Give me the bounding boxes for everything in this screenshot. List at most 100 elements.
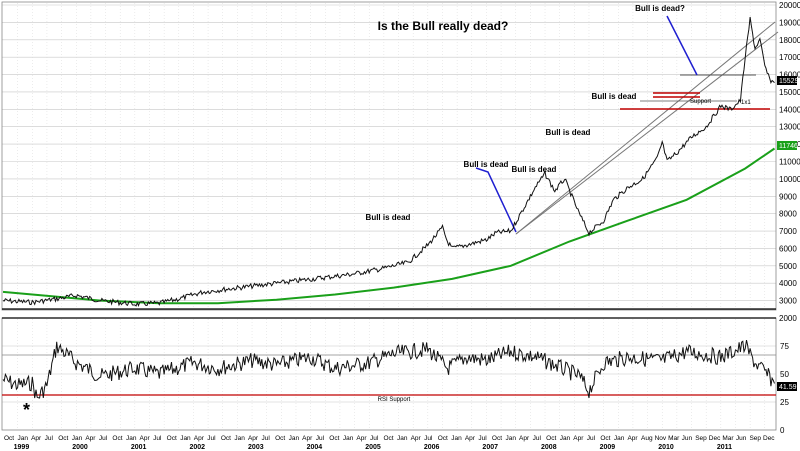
x-tick-label: Jan — [560, 435, 571, 442]
rsi-axis-ticks: 0 25 50 75 — [780, 342, 789, 435]
x-tick-label: Dec — [763, 435, 775, 442]
x-tick-label: Oct — [600, 435, 610, 442]
year-label: 2011 — [717, 444, 732, 451]
rsi-support-label: RSI Support — [378, 397, 411, 403]
annotation-bull-2010b: Bull is dead — [592, 92, 637, 101]
x-tick-label: Apr — [140, 435, 151, 442]
trendlines — [475, 15, 779, 235]
year-label: 2005 — [365, 444, 381, 451]
x-tick-label: Jan — [289, 435, 300, 442]
x-tick-label: Jan — [343, 435, 354, 442]
x-tick-label: Mar — [668, 435, 680, 442]
rsi-tick-label: 75 — [780, 342, 789, 351]
price-tick-label: 16000 — [779, 71, 800, 80]
year-label: 2007 — [482, 444, 498, 451]
price-tick-label: 17000 — [779, 53, 800, 62]
price-tick-label: 7000 — [779, 227, 797, 236]
annotation-bull-2008b: Bull is dead — [512, 165, 557, 174]
year-label: 2010 — [658, 444, 674, 451]
trendline-1x1 — [515, 21, 776, 235]
x-tick-label: Jul — [533, 435, 542, 442]
x-tick-label: Apr — [573, 435, 584, 442]
price-tick-label: 8000 — [779, 210, 797, 219]
annotation-1x1: 1x1 — [741, 100, 751, 106]
x-tick-label: Jul — [587, 435, 596, 442]
x-tick-label: Apr — [248, 435, 259, 442]
x-tick-label: Apr — [465, 435, 476, 442]
year-label: 2001 — [131, 444, 147, 451]
x-tick-label: Jul — [370, 435, 379, 442]
x-tick-label: Apr — [519, 435, 530, 442]
x-tick-label: Jun — [736, 435, 747, 442]
price-tick-label: 3000 — [779, 297, 797, 306]
price-tick-label: 6000 — [779, 244, 797, 253]
x-tick-label: Jul — [262, 435, 271, 442]
rsi-value-label: 41.59 — [779, 384, 797, 391]
annotation-support: Support — [690, 99, 711, 105]
x-tick-label: Jan — [451, 435, 462, 442]
price-tick-label: 4000 — [779, 279, 797, 288]
annotation-bull-2006: Bull is dead — [366, 213, 411, 222]
x-tick-label: Jul — [153, 435, 162, 442]
year-label: 2008 — [541, 444, 557, 451]
x-tick-label: Jan — [397, 435, 408, 442]
chart-title: Is the Bull really dead? — [378, 19, 509, 33]
year-label: 1999 — [14, 444, 30, 451]
annotation-bull-2010a: Bull is dead — [546, 128, 591, 137]
x-tick-label: Apr — [85, 435, 96, 442]
blue-drop-2008 — [475, 167, 517, 233]
last-price-badge — [777, 76, 797, 85]
price-panel-frame — [1, 1, 777, 311]
x-tick-label: Oct — [329, 435, 339, 442]
x-tick-label: Jan — [18, 435, 29, 442]
x-tick-label: Jan — [72, 435, 83, 442]
x-tick-label: Sep — [749, 435, 761, 442]
trendline-2 — [515, 31, 779, 235]
x-tick-label: Apr — [31, 435, 42, 442]
ma-value-label: 11746 — [779, 143, 798, 150]
rsi-tick-label: 25 — [780, 398, 789, 407]
x-tick-label: Oct — [167, 435, 177, 442]
x-tick-label: Oct — [275, 435, 285, 442]
x-tick-label: Oct — [221, 435, 231, 442]
price-tick-label: 18000 — [779, 36, 800, 45]
x-tick-label: Jul — [99, 435, 108, 442]
x-tick-label: Oct — [546, 435, 556, 442]
x-tick-label: Apr — [411, 435, 422, 442]
x-tick-label: Apr — [356, 435, 367, 442]
x-tick-label: Jul — [478, 435, 487, 442]
year-label: 2009 — [600, 444, 616, 451]
price-tick-label: 2000 — [779, 314, 797, 323]
price-tick-label: 13000 — [779, 123, 800, 132]
year-label: 2003 — [248, 444, 264, 451]
x-tick-label: Apr — [627, 435, 638, 442]
x-tick-label: Nov — [655, 435, 667, 442]
x-tick-label: Jan — [180, 435, 191, 442]
price-tick-label: 14000 — [779, 105, 800, 114]
x-tick-label: Oct — [58, 435, 68, 442]
x-tick-label: Apr — [194, 435, 205, 442]
rsi-tick-label: 0 — [780, 426, 785, 435]
x-tick-label: Apr — [302, 435, 313, 442]
x-tick-label: Jun — [682, 435, 693, 442]
x-tick-label: Jul — [316, 435, 325, 442]
year-label: 2004 — [307, 444, 323, 451]
x-tick-label: Jul — [45, 435, 54, 442]
price-tick-label: 9000 — [779, 192, 797, 201]
x-tick-label: Jan — [614, 435, 625, 442]
x-tick-label: Oct — [438, 435, 448, 442]
x-tick-label: Mar — [722, 435, 734, 442]
price-tick-label: 20000 — [779, 1, 800, 10]
x-tick-label: Oct — [492, 435, 502, 442]
x-tick-label: Oct — [384, 435, 394, 442]
x-tick-label: Jan — [126, 435, 137, 442]
rsi-tick-label: 50 — [780, 370, 789, 379]
blue-drop-2011 — [666, 15, 698, 76]
price-line — [2, 16, 775, 307]
x-axis-ticks: Oct Jan Apr Jul Oct Jan Apr Jul Oct Jan Apr Jul Oct J… — [4, 435, 775, 442]
x-tick-label: Jul — [424, 435, 433, 442]
last-price-label: 15529 — [779, 78, 799, 85]
year-label: 2002 — [189, 444, 205, 451]
